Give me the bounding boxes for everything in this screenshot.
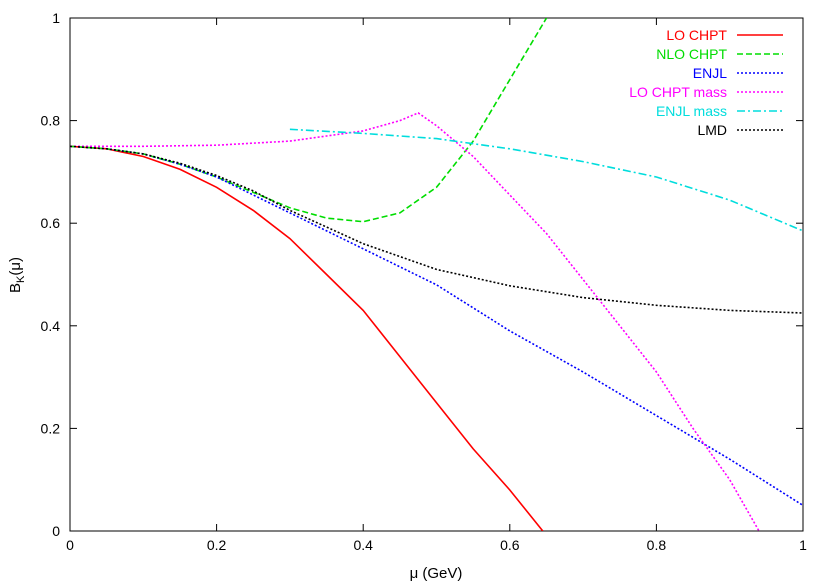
series-line-nlo-chpt (70, 18, 548, 223)
y-tick-label: 0.6 (41, 215, 61, 231)
plot-frame (69, 17, 804, 532)
y-axis-label-tail: (μ) (7, 257, 24, 276)
legend: LO CHPT NLO CHPT ENJL LO CHPT mass ENJL mass… (629, 27, 783, 138)
series-line-lo-chpt (70, 145, 544, 531)
x-tick-label: 0.2 (207, 537, 227, 553)
series-line-lmd (70, 145, 803, 314)
x-tick-label: 0 (66, 537, 74, 553)
y-tick-label: 0 (52, 523, 60, 539)
series-lines (70, 18, 803, 531)
y-tick-label: 0.2 (41, 420, 61, 436)
legend-label-enjl-mass: ENJL mass (656, 103, 727, 119)
y-axis-label: BK(μ) (7, 257, 27, 293)
y-tick-label: 1 (52, 10, 60, 26)
y-axis-label-sub: K (15, 275, 27, 283)
legend-label-lo-chpt-mass: LO CHPT mass (629, 84, 727, 100)
x-tick-label: 0.8 (647, 537, 667, 553)
axis-tick-labels: 0 0.2 0.4 0.6 0.8 1 0 0.2 0.4 0.6 0.8 1 (41, 10, 808, 553)
x-tick-label: 0.6 (500, 537, 520, 553)
y-tick-label: 0.4 (41, 318, 61, 334)
x-tick-label: 0.4 (353, 537, 373, 553)
legend-label-lo-chpt: LO CHPT (666, 27, 727, 43)
series-line-lo-chpt-mass (70, 111, 760, 531)
legend-label-lmd: LMD (697, 122, 727, 138)
series-line-enjl (70, 145, 803, 507)
legend-label-nlo-chpt: NLO CHPT (656, 46, 727, 62)
axis-ticks (69, 17, 804, 532)
y-tick-label: 0.8 (41, 113, 61, 129)
series-line-enjl-mass (289, 128, 803, 232)
legend-label-enjl: ENJL (693, 65, 727, 81)
y-axis-label-main: B (7, 283, 24, 293)
x-tick-label: 1 (799, 537, 807, 553)
x-axis-label: μ (GeV) (410, 565, 463, 581)
